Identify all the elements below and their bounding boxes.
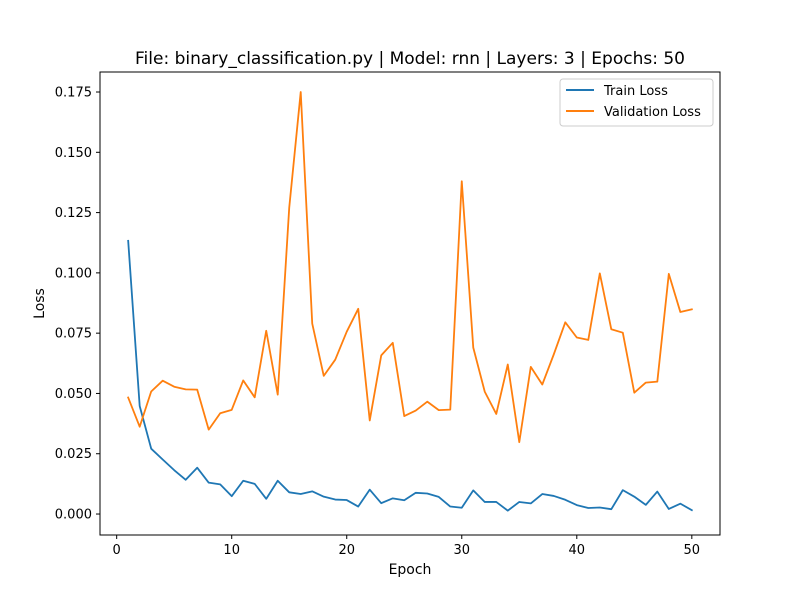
y-tick-label: 0.125: [55, 206, 92, 221]
x-axis-ticks: 0 10 20 30 40 50: [113, 535, 701, 558]
series-line-validation-loss: [127, 91, 693, 444]
chart-title: File: binary_classification.py | Model: …: [135, 49, 685, 69]
y-tick-label: 0.175: [55, 86, 92, 101]
y-tick-label: 0.100: [55, 266, 92, 281]
legend-label-train-loss: Train Loss: [603, 84, 668, 99]
x-tick-label: 30: [453, 543, 470, 558]
y-tick-label: 0.000: [55, 508, 92, 523]
y-tick-label: 0.150: [55, 146, 92, 161]
x-tick-label: 10: [223, 543, 240, 558]
legend: Train Loss Validation Loss: [559, 78, 714, 127]
y-axis-ticks: 0.000 0.025 0.050 0.075 0.100 0.125 0.150 0.175: [55, 86, 100, 523]
x-tick-label: 0: [113, 543, 121, 558]
x-tick-label: 50: [684, 543, 701, 558]
y-axis-label: Loss: [32, 288, 48, 319]
x-tick-label: 20: [338, 543, 355, 558]
legend-box: [559, 78, 714, 127]
y-tick-label: 0.050: [55, 387, 92, 402]
plot-frame: [99, 71, 721, 536]
x-tick-label: 40: [569, 543, 586, 558]
y-tick-label: 0.025: [55, 447, 92, 462]
series-line-train-loss: [127, 239, 694, 512]
y-tick-label: 0.075: [55, 327, 92, 342]
series-layer: [127, 91, 694, 512]
legend-label-validation-loss: Validation Loss: [604, 105, 701, 120]
x-axis-label: Epoch: [389, 562, 432, 578]
